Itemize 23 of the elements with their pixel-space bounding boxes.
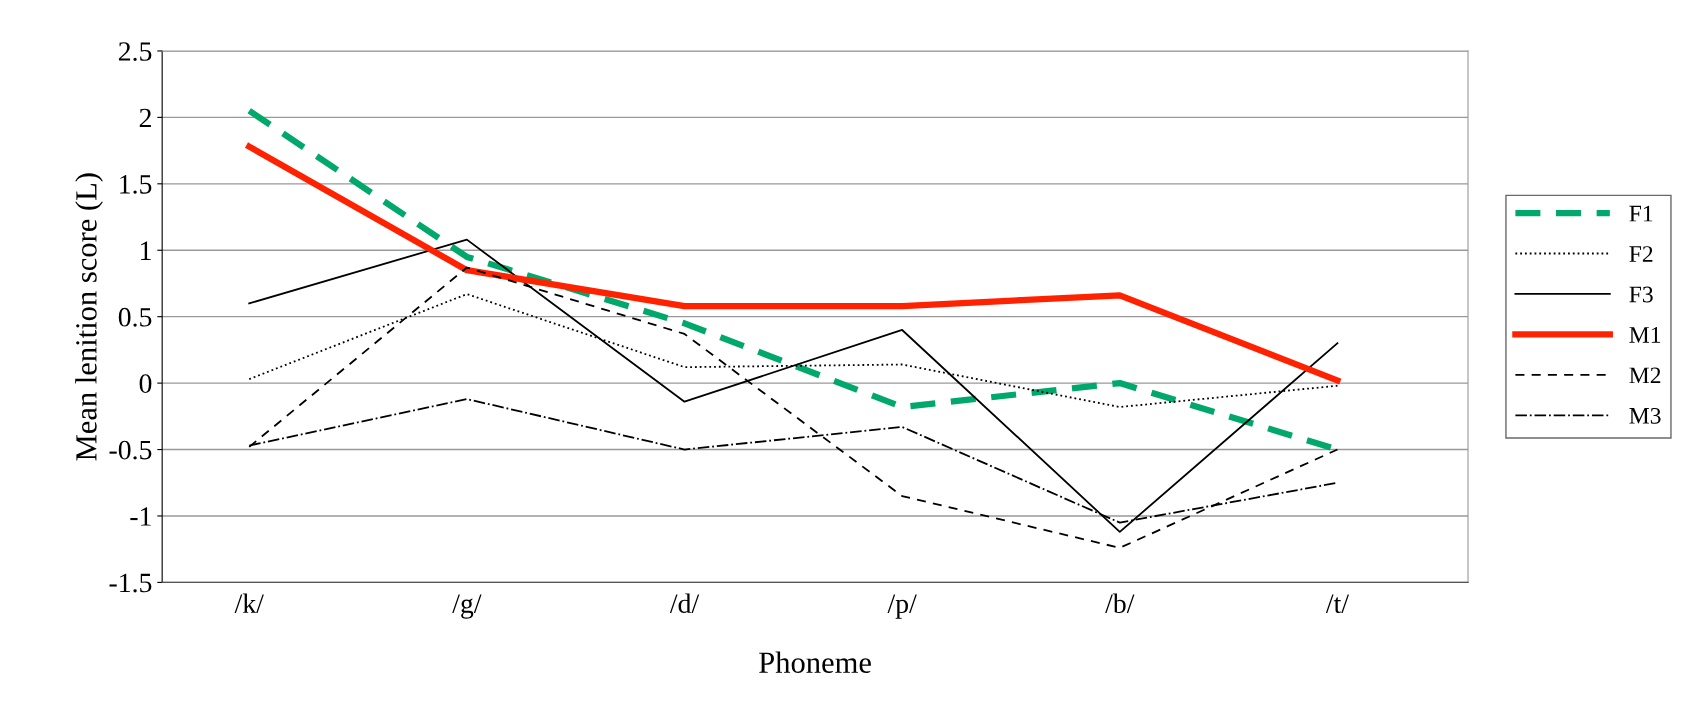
legend-label: F2	[1629, 246, 1653, 262]
y-tick-label: -0.5	[109, 440, 152, 460]
y-tick-label: -1	[130, 507, 151, 526]
legend-label: F1	[1629, 205, 1653, 222]
y-tick-label: 1	[141, 241, 151, 260]
y-tick-label: 0	[139, 374, 152, 394]
y-tick-label: 0.5	[118, 307, 152, 327]
legend-label: M2	[1629, 367, 1661, 384]
y-axis-title: Mean lenition score (L)	[75, 173, 103, 461]
legend-label: F3	[1629, 286, 1653, 303]
x-axis-title: Phoneme	[759, 651, 871, 673]
legend-label: M3	[1629, 407, 1661, 424]
x-tick-label: /b/	[1105, 593, 1135, 614]
x-tick-label: /k/	[234, 593, 264, 614]
y-tick-label: 2.5	[118, 42, 152, 61]
y-tick-label: -1.5	[109, 573, 152, 593]
y-tick-label: 1.5	[120, 175, 152, 194]
x-tick-label: /t/	[1325, 594, 1350, 614]
x-tick-label: /p/	[887, 594, 917, 619]
y-tick-label: 2	[139, 108, 151, 128]
x-tick-label: /d/	[669, 593, 700, 614]
x-tick-label: /g/	[452, 594, 482, 619]
legend-label: M1	[1629, 327, 1661, 343]
